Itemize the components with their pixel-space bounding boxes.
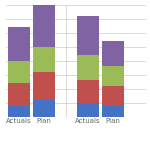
Bar	[8, 106, 30, 117]
Bar	[102, 66, 124, 86]
Bar	[8, 83, 30, 106]
Bar	[33, 72, 55, 100]
Bar	[8, 61, 30, 83]
Bar	[102, 86, 124, 106]
Bar	[77, 55, 99, 80]
Bar	[33, 100, 55, 117]
Bar	[33, 47, 55, 72]
Bar	[102, 41, 124, 66]
Bar	[8, 27, 30, 61]
Bar	[102, 106, 124, 117]
Bar	[33, 0, 55, 47]
Bar	[77, 16, 99, 55]
Bar	[77, 103, 99, 117]
Bar	[77, 80, 99, 103]
